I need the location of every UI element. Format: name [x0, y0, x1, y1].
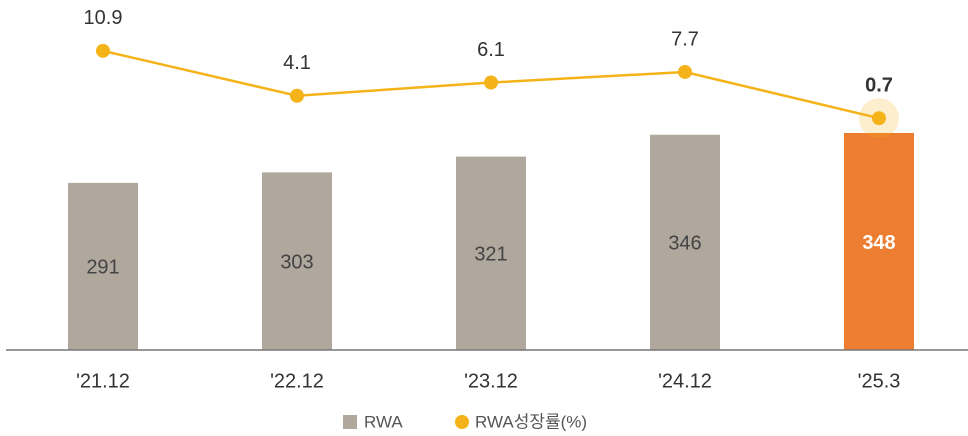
- bar: [844, 133, 914, 350]
- x-tick-label: '25.3: [858, 370, 901, 392]
- legend-swatch: [343, 415, 357, 429]
- bar: [456, 156, 526, 350]
- bar-value-label: 321: [474, 244, 507, 266]
- bar-value-label: 346: [668, 233, 701, 255]
- bar-value-label: 291: [86, 257, 119, 279]
- x-tick-label: '23.12: [464, 370, 518, 392]
- growth-value-label: 7.7: [671, 28, 699, 50]
- growth-value-label: 10.9: [84, 7, 123, 29]
- bar: [68, 182, 138, 350]
- growth-value-label: 4.1: [283, 52, 311, 74]
- growth-point: [872, 111, 886, 126]
- bar: [262, 172, 332, 350]
- growth-point: [678, 64, 692, 79]
- legend-label: RWA성장률(%): [475, 412, 587, 431]
- growth-point: [290, 88, 304, 103]
- x-tick-label: '22.12: [270, 370, 324, 392]
- x-tick-label: '24.12: [658, 370, 712, 392]
- bar: [650, 134, 720, 350]
- growth-value-label: 0.7: [865, 74, 893, 96]
- bar-value-label: 303: [280, 251, 313, 273]
- growth-point: [484, 75, 498, 90]
- growth-point: [96, 43, 110, 58]
- bar-value-label: 348: [862, 232, 895, 254]
- x-tick-label: '21.12: [76, 370, 130, 392]
- legend-label: RWA: [364, 412, 403, 431]
- legend-swatch: [455, 415, 469, 429]
- growth-value-label: 6.1: [477, 39, 505, 61]
